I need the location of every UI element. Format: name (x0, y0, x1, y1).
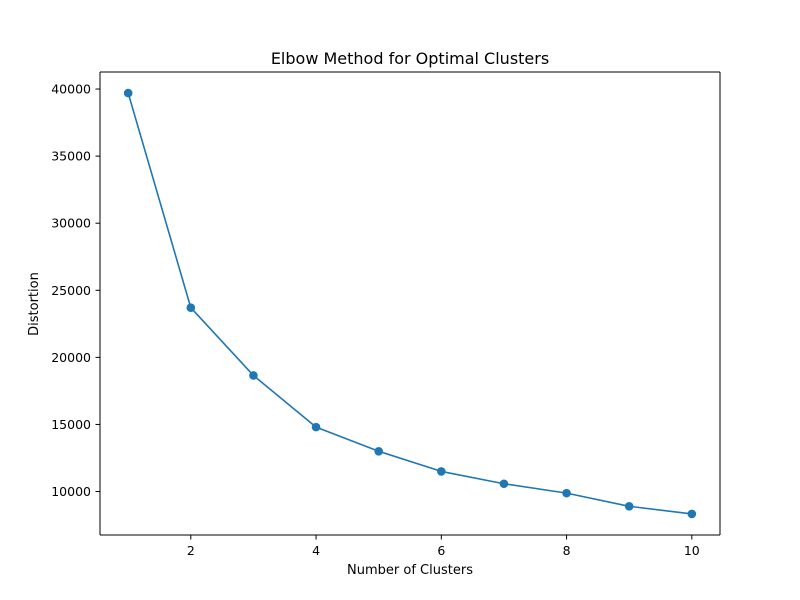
y-tick-label: 15000 (51, 417, 91, 432)
data-point (311, 422, 321, 432)
y-tick-label: 30000 (51, 216, 91, 231)
x-axis-label: Number of Clusters (347, 563, 473, 578)
data-point (374, 446, 383, 456)
y-tick-label: 10000 (51, 484, 91, 499)
y-axis-ticks: 10000 15000 20000 25000 30000 35000 40000 (51, 82, 100, 499)
x-tick-label: 2 (187, 543, 195, 558)
x-tick-label: 4 (312, 543, 320, 558)
y-tick-label: 35000 (51, 149, 91, 164)
data-point (499, 479, 509, 489)
axes-frame (99, 71, 721, 536)
series-line (127, 92, 693, 515)
data-point (186, 303, 196, 313)
y-axis-label: Distortion (27, 272, 42, 336)
y-tick-label: 20000 (51, 350, 91, 365)
data-point (687, 509, 697, 519)
data-point (437, 467, 446, 476)
y-tick-label: 40000 (51, 82, 91, 97)
x-tick-label: 6 (437, 543, 445, 558)
x-tick-label: 10 (684, 543, 700, 558)
data-point (562, 488, 571, 498)
x-tick-label: 8 (563, 543, 571, 558)
data-point (123, 88, 133, 98)
data-layer (123, 88, 697, 519)
plot-area (100, 72, 720, 535)
data-point (249, 371, 258, 380)
x-axis-ticks: 2 4 6 8 10 (187, 535, 700, 558)
data-point (624, 501, 634, 511)
chart-title: Elbow Method for Optimal Clusters (271, 49, 549, 68)
y-tick-label: 25000 (51, 283, 91, 298)
